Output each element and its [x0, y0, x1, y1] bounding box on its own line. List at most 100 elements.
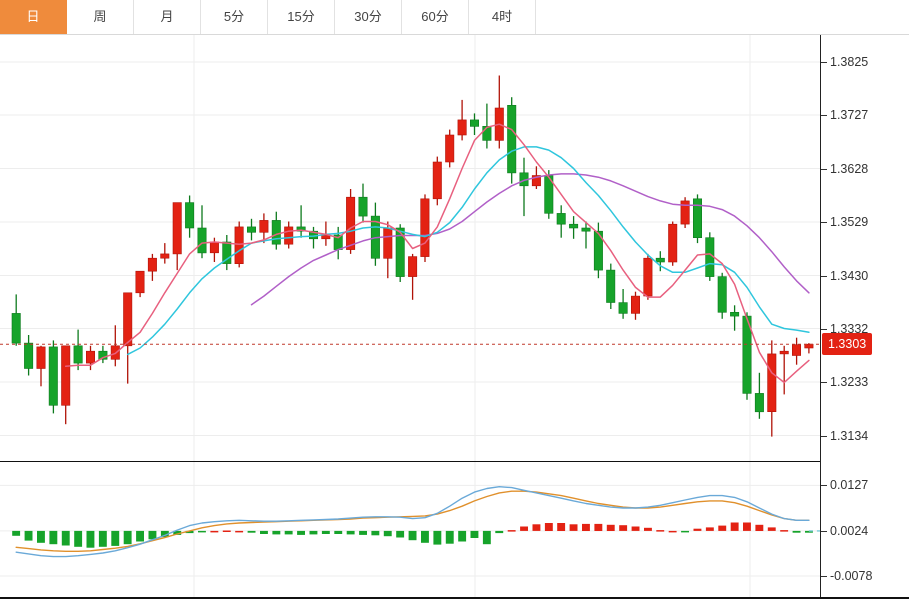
macd-chart[interactable] [0, 462, 820, 599]
macd-histogram-bar [346, 530, 355, 535]
candle-body [680, 200, 690, 225]
macd-histogram-bar [61, 530, 70, 546]
macd-histogram-bar [805, 530, 813, 533]
candle-body [185, 202, 195, 229]
tab-2[interactable]: 月 [134, 0, 201, 34]
candle-body [24, 342, 34, 369]
candle-body [457, 119, 467, 136]
macd-histogram-bar [173, 530, 182, 535]
candle-body [630, 295, 640, 314]
candle-body [383, 227, 393, 259]
macd-histogram-bar [470, 530, 479, 538]
tab-7[interactable]: 4时 [469, 0, 536, 34]
price-tick-label-3: 1.3529 [830, 215, 869, 229]
candle-body [209, 241, 219, 254]
candle-body [767, 353, 777, 412]
tab-6[interactable]: 60分 [402, 0, 469, 34]
candle-body [507, 105, 517, 174]
macd-histogram-bar [569, 524, 578, 531]
macd-histogram-bar [507, 530, 516, 532]
macd-histogram-bar [606, 524, 615, 531]
macd-histogram-bar [297, 530, 305, 535]
candle-body [593, 230, 603, 271]
macd-histogram-bar [644, 527, 652, 531]
macd-histogram-bar [743, 522, 751, 531]
ma5-line [64, 123, 810, 384]
candle-body [247, 226, 257, 233]
bottom-border [0, 597, 909, 599]
price-tick-3 [821, 222, 827, 223]
candle-body [445, 134, 455, 163]
candle-body [692, 198, 702, 239]
candle-body [531, 175, 541, 187]
macd-histogram-bar [222, 530, 231, 532]
price-tick-6 [821, 382, 827, 383]
macd-histogram-bar [557, 523, 566, 531]
macd-axis: 0.0127 0.0024 -0.0078 [820, 462, 909, 599]
tab-4[interactable]: 15分 [268, 0, 335, 34]
macd-histogram-bar [185, 530, 194, 534]
price-tick-7 [821, 435, 827, 437]
price-tick-2 [821, 168, 827, 170]
tab-0[interactable]: 日 [0, 0, 67, 34]
macd-tick-label-0: 0.0127 [830, 478, 869, 493]
macd-histogram-bar [656, 530, 665, 532]
price-tick-label-6: 1.3233 [830, 375, 869, 389]
candle-body [86, 350, 96, 364]
macd-tick-label-2: -0.0078 [830, 569, 873, 583]
candle-body [742, 315, 752, 394]
candle-body [234, 226, 244, 264]
macd-histogram-bar [49, 530, 58, 545]
macd-histogram-bar [408, 530, 417, 541]
macd-histogram-bar [520, 526, 528, 531]
macd-tick-2 [821, 576, 827, 577]
candle-body [643, 257, 653, 297]
candle-body [482, 126, 492, 141]
macd-histogram-bar [668, 530, 677, 533]
macd-histogram-bar [421, 530, 429, 543]
macd-histogram-bar [98, 530, 107, 547]
macd-histogram-bar [396, 530, 405, 538]
macd-histogram-bar [12, 530, 21, 536]
macd-histogram-bar [359, 530, 367, 535]
macd-histogram-bar [148, 530, 157, 540]
candle-body [420, 198, 430, 257]
candle-body [655, 257, 665, 263]
price-tick-label-7: 1.3134 [830, 428, 869, 443]
timeframe-tabbar: 日周月 5分 15分 30分 60分 4时 [0, 0, 909, 35]
macd-histogram-bar [272, 530, 281, 535]
candle-body [791, 344, 801, 356]
price-chart[interactable] [0, 35, 820, 462]
macd-histogram-bar [718, 525, 727, 531]
macd-histogram-bar [136, 530, 144, 542]
macd-histogram-bar [544, 523, 553, 531]
price-axis: 1.3825 1.3727 1.3628 1.3529 1.3430 1.3332 1.32… [820, 35, 909, 462]
tab-3[interactable]: 5分 [201, 0, 268, 34]
macd-histogram-bar [86, 530, 95, 548]
candle-body [36, 346, 46, 369]
tabbar-spacer [536, 0, 909, 34]
tab-1[interactable]: 周 [67, 0, 134, 34]
price-tick-label-1: 1.3727 [830, 108, 869, 122]
macd-tick-1 [821, 530, 827, 532]
dea-line [15, 490, 810, 552]
macd-histogram-bar [74, 530, 83, 547]
macd-histogram-bar [383, 530, 392, 537]
macd-histogram-bar [705, 527, 714, 531]
macd-histogram-bar [247, 530, 256, 533]
macd-histogram-bar [532, 524, 541, 531]
candle-body [408, 256, 418, 277]
macd-histogram-bar [445, 530, 454, 544]
tab-5[interactable]: 30分 [335, 0, 402, 34]
candle-body [11, 313, 21, 344]
macd-histogram-bar [693, 528, 702, 531]
candle-body [432, 161, 442, 200]
macd-histogram-bar [309, 530, 318, 535]
macd-tick-label-1: 0.0024 [830, 523, 869, 538]
price-tick-1 [821, 115, 827, 116]
candle-body [284, 226, 294, 245]
candle-body [197, 227, 207, 254]
macd-histogram-bar [235, 530, 244, 533]
candle-body [569, 223, 579, 229]
